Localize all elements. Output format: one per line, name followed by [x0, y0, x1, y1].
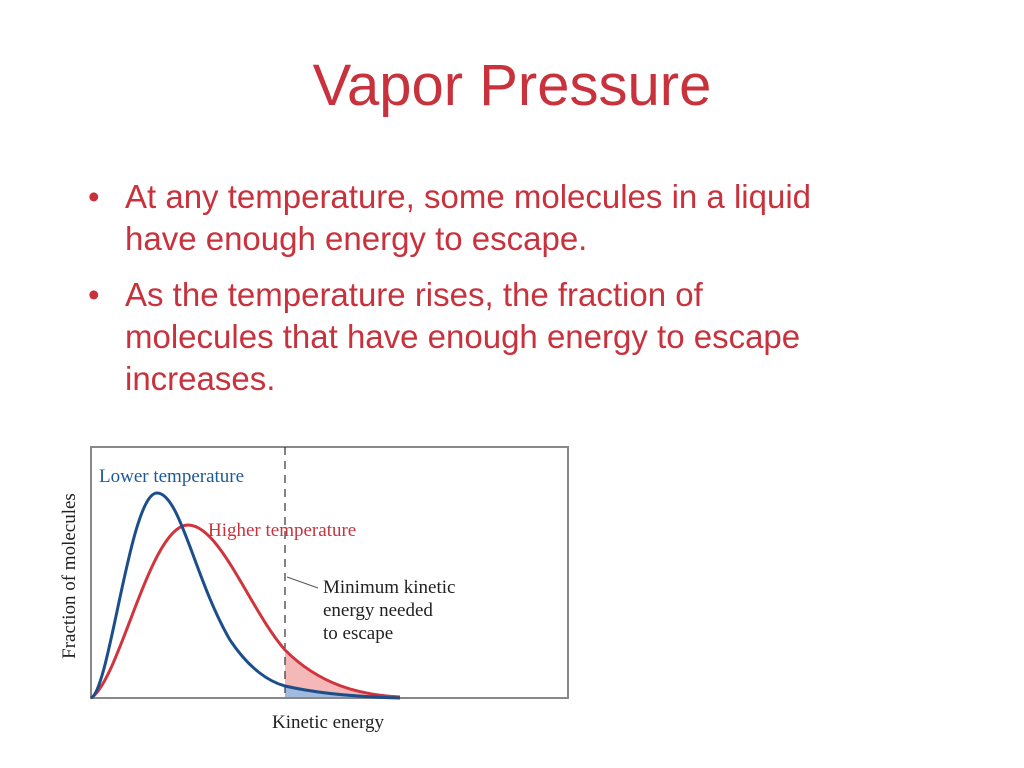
threshold-label: energy needed — [323, 600, 433, 621]
higher-shade — [285, 650, 400, 698]
bullet: At any temperature, some molecules in a … — [88, 176, 848, 260]
higher-label: Higher temperature — [208, 520, 356, 541]
lower-label: Lower temperature — [99, 466, 244, 487]
bullet-list: At any temperature, some molecules in a … — [88, 176, 848, 414]
threshold-label: to escape — [323, 623, 393, 644]
y-axis-label: Fraction of molecules — [59, 493, 80, 659]
slide-title: Vapor Pressure — [312, 53, 712, 118]
higher-curve — [90, 523, 401, 700]
leader-line — [286, 576, 319, 589]
threshold-label: Minimum kinetic — [323, 577, 455, 598]
lower-curve — [89, 491, 401, 700]
plot-frame — [90, 446, 569, 699]
lower-shade — [285, 686, 400, 698]
x-axis-label: Kinetic energy — [272, 712, 385, 733]
bullet: As the temperature rises, the fraction o… — [88, 274, 848, 400]
